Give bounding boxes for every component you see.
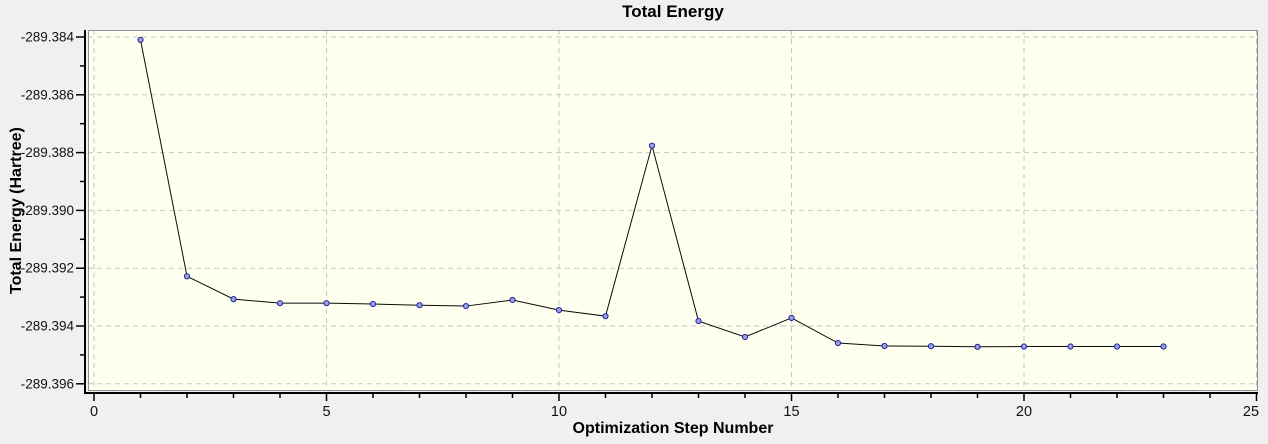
x-axis-title: Optimization Step Number <box>572 420 774 437</box>
x-tick-label: 25 <box>1243 404 1259 420</box>
x-tick-label: 0 <box>90 404 98 420</box>
chart-title: Total Energy <box>622 2 724 21</box>
data-point-step-14[interactable] <box>741 333 749 341</box>
data-point-step-6[interactable] <box>369 300 377 308</box>
data-point-step-4[interactable] <box>276 300 284 307</box>
data-point-step-3[interactable] <box>230 296 237 303</box>
data-point-step-19[interactable] <box>974 343 981 350</box>
data-point-step-18[interactable] <box>927 343 935 350</box>
data-point-step-22[interactable] <box>1113 343 1121 350</box>
data-point-step-5[interactable] <box>323 300 330 307</box>
y-tick-label: -289.390 <box>21 203 74 218</box>
plot-border <box>88 30 1258 391</box>
data-point-step-17[interactable] <box>881 342 888 350</box>
data-point-step-20[interactable] <box>1020 343 1028 350</box>
data-point-step-8[interactable] <box>462 302 470 310</box>
x-tick-label: 5 <box>322 404 330 420</box>
y-tick-label: -289.392 <box>21 261 74 276</box>
data-point-step-21[interactable] <box>1067 343 1074 350</box>
data-points <box>137 36 1167 350</box>
x-tick-label: 20 <box>1016 404 1032 420</box>
x-axis: 0 5 10 15 20 25 <box>84 392 1259 420</box>
data-point-step-23[interactable] <box>1160 343 1167 350</box>
data-point-step-13[interactable] <box>695 317 702 325</box>
y-tick-label: -289.386 <box>21 87 74 102</box>
data-point-step-15[interactable] <box>788 314 795 322</box>
y-tick-label: -289.388 <box>21 145 74 160</box>
y-axis: -289.384 -289.386 -289.388 -289.390 -289.392… <box>21 30 86 394</box>
y-tick-label: -289.394 <box>21 319 75 334</box>
data-point-step-2[interactable] <box>183 273 191 280</box>
data-point-step-16[interactable] <box>834 339 842 347</box>
y-gridlines <box>88 36 1258 385</box>
data-point-step-12[interactable] <box>648 142 656 149</box>
data-point-step-1[interactable] <box>137 36 144 43</box>
data-point-step-11[interactable] <box>602 313 609 320</box>
data-point-step-9[interactable] <box>509 296 516 304</box>
x-tick-label: 10 <box>551 404 567 420</box>
y-tick-label: -289.384 <box>21 30 75 45</box>
y-tick-label: -289.396 <box>21 376 74 391</box>
y-axis-title: Total Energy (Hartree) <box>8 127 25 294</box>
data-point-step-7[interactable] <box>416 302 423 309</box>
data-point-step-10[interactable] <box>555 307 563 314</box>
x-tick-label: 15 <box>783 404 799 420</box>
